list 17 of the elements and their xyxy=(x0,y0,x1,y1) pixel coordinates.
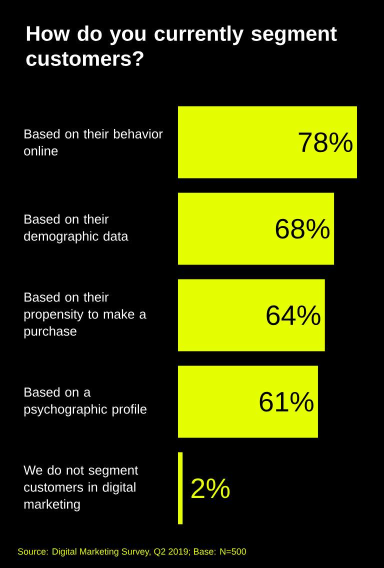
source-note: Source: Digital Marketing Survey, Q2 2019; Base: N=500 xyxy=(18,548,246,556)
data-label: 78% xyxy=(298,132,352,152)
bar xyxy=(178,452,183,524)
y-tick-label: We do not segment customers in digital marketing xyxy=(24,465,138,512)
bar xyxy=(178,366,318,438)
y-tick-label: Based on their behavior online xyxy=(24,128,163,156)
data-label: 68% xyxy=(276,218,330,239)
chart-title: How do you currently segment customers? xyxy=(26,26,337,66)
data-label: 64% xyxy=(266,305,320,326)
y-tick-label: Based on their propensity to make a purchase xyxy=(24,292,146,338)
y-tick-label: Based on a psychographic profile xyxy=(24,387,146,416)
y-tick-label: Based on their demographic data xyxy=(24,214,128,244)
data-label: 61% xyxy=(260,392,314,412)
data-label: 2% xyxy=(192,478,230,498)
bar xyxy=(178,106,357,178)
bar xyxy=(178,279,325,352)
bar xyxy=(178,192,334,265)
